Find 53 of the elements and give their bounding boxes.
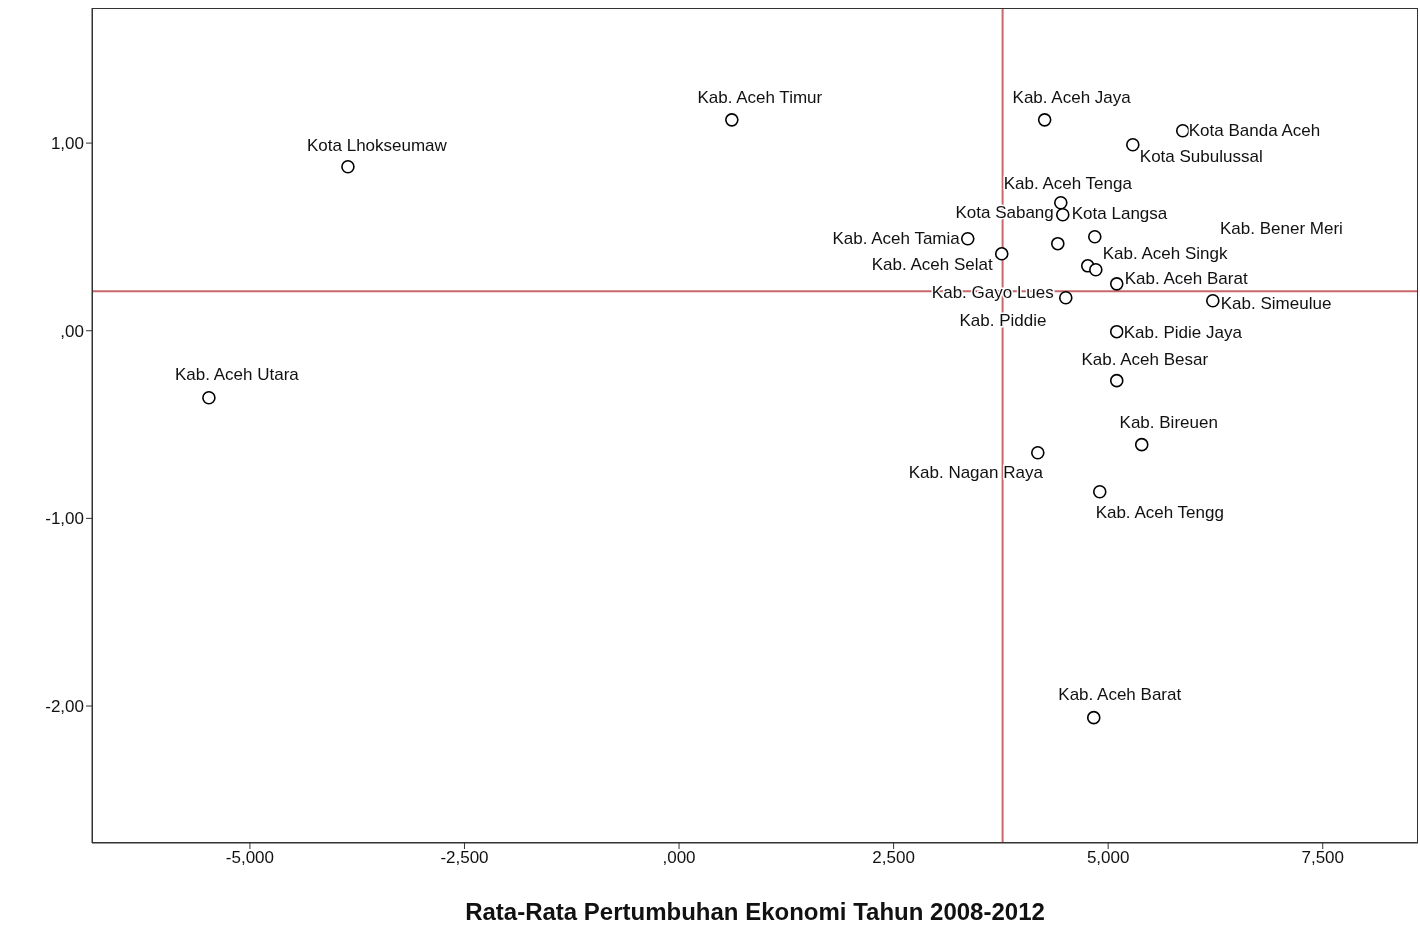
x-tick-label: 5,000 bbox=[1086, 848, 1130, 868]
x-tick-label: ,000 bbox=[662, 848, 696, 868]
annotation: Kab. Bener Meri bbox=[1220, 218, 1343, 238]
point bbox=[1126, 137, 1140, 152]
annotation: Kab. Bireuen bbox=[1119, 413, 1218, 433]
x-tick-label: 7,500 bbox=[1301, 848, 1345, 868]
point bbox=[1054, 195, 1068, 210]
annotation: Kab. Aceh Barat bbox=[1124, 269, 1248, 289]
x-tick-label: 2,500 bbox=[872, 848, 915, 868]
annotation: Kab. Aceh Jaya bbox=[1012, 88, 1132, 108]
y-tick-label: -2,00 bbox=[45, 697, 84, 717]
annotation: Kab. Aceh Besar bbox=[1081, 350, 1209, 370]
annotation: Kab. Nagan Raya bbox=[908, 463, 1044, 483]
point bbox=[1089, 262, 1103, 277]
point bbox=[1086, 710, 1101, 725]
annotation: Kab. Aceh Selat bbox=[871, 255, 994, 275]
annotation: Kab. Simeulue bbox=[1220, 294, 1332, 314]
point bbox=[1175, 123, 1190, 138]
annotation: Kab. Aceh Singk bbox=[1102, 244, 1228, 264]
point bbox=[1050, 236, 1065, 251]
annotation: Kab. Aceh Tenga bbox=[1003, 174, 1133, 194]
point bbox=[1092, 484, 1107, 499]
annotation: Kota Banda Aceh bbox=[1188, 121, 1321, 141]
y-tick-label: -1,00 bbox=[45, 509, 84, 529]
point bbox=[1109, 324, 1124, 339]
point bbox=[960, 232, 975, 246]
annotation: Kota Subulussal bbox=[1139, 147, 1263, 167]
point bbox=[725, 113, 739, 127]
x-tick-label: -5,000 bbox=[225, 848, 275, 868]
y-tick-label: 1,00 bbox=[50, 134, 84, 154]
x-tick-label: -2,500 bbox=[440, 848, 489, 868]
point bbox=[202, 390, 216, 405]
annotation: Kab. Aceh Timur bbox=[697, 88, 823, 108]
point bbox=[1055, 207, 1070, 222]
point bbox=[1205, 293, 1220, 308]
point bbox=[1109, 373, 1124, 388]
point bbox=[1087, 229, 1102, 244]
point bbox=[341, 159, 355, 174]
point bbox=[1058, 290, 1073, 305]
annotation: Kota Lhokseumaw bbox=[306, 136, 448, 156]
annotation: Kab. Aceh Barat bbox=[1058, 685, 1182, 705]
annotation: Kab. Pidie Jaya bbox=[1123, 323, 1243, 343]
annotation: Kab. Aceh Tengg bbox=[1095, 503, 1224, 523]
point bbox=[1037, 113, 1052, 127]
point bbox=[1109, 277, 1124, 291]
y-tick-label: ,00 bbox=[60, 321, 84, 341]
point bbox=[1134, 437, 1149, 452]
annotation: Kota Langsa bbox=[1071, 204, 1168, 224]
x-axis-title: Rata-Rata Pertumbuhan Ekonomi Tahun 2008-2012 bbox=[465, 898, 1045, 925]
annotation: Kab. Aceh Tamia bbox=[832, 229, 961, 249]
point bbox=[1030, 445, 1045, 460]
annotation: Kab. Aceh Utara bbox=[174, 365, 300, 385]
point bbox=[994, 247, 1009, 261]
